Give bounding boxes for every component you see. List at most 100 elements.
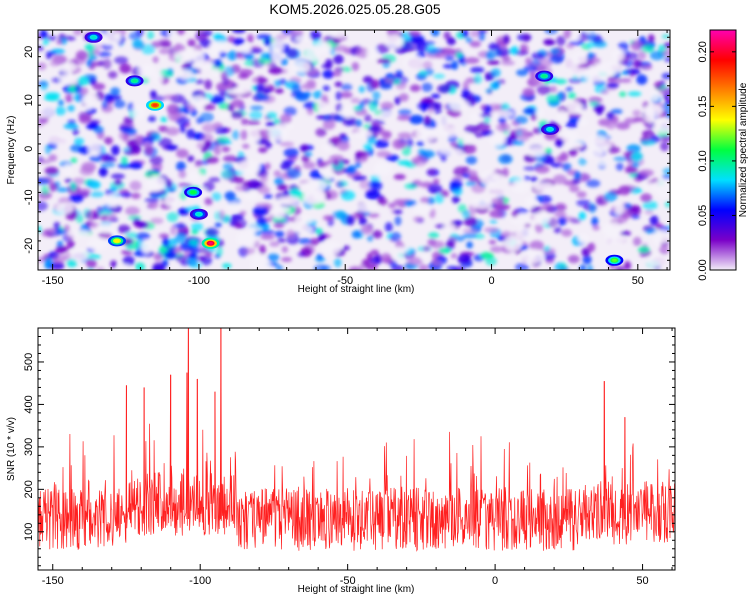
heatmap-blob [543,38,555,46]
heatmap-blob [497,47,511,57]
colorbar-tick-label: 0.15 [697,96,709,117]
heatmap-gap [379,110,395,120]
heatmap-blob [142,141,152,148]
heatmap-blob [610,108,623,115]
heatmap-blob [530,113,538,121]
heatmap-blob [329,155,344,160]
heatmap-blob [348,266,362,270]
heatmap-blob [204,79,213,90]
heatmap-blob [322,119,336,130]
heatmap-blob [273,220,285,229]
heatmap-gap [241,44,252,54]
heatmap-blob [486,60,498,65]
heatmap-blob [118,188,128,194]
heatmap-blob [615,122,631,130]
heatmap-blob [123,68,130,73]
heatmap-blob [316,253,324,261]
heatmap-blob [404,183,418,190]
heatmap-blob [398,93,409,102]
heatmap-gap [60,73,78,85]
heatmap-blob [569,185,580,193]
heatmap-blob [335,103,343,112]
heatmap-blob [446,266,458,270]
heatmap-blob [421,82,433,93]
heatmap-blob [53,254,67,263]
heatmap-blob [606,82,619,89]
heatmap-blob [393,209,403,215]
heatmap-blob [432,178,440,186]
heatmap-blob [490,68,501,78]
heatmap-gap [96,223,116,233]
heatmap-blob [588,203,597,214]
heatmap-blob [484,75,494,82]
heatmap-gap [243,191,259,201]
heatmap-blob [290,187,301,198]
heatmap-blob [422,60,433,70]
heatmap-blob [117,224,131,234]
heatmap-blob [626,144,641,153]
heatmap-blob [136,135,144,145]
heatmap-gap [316,101,329,112]
heatmap-blob [235,184,248,192]
heatmap-blob [283,106,297,117]
heatmap-blob [218,210,226,220]
heatmap-blob [605,119,617,130]
heatmap-blob [543,245,551,252]
heatmap-blob [275,265,283,270]
heatmap-blob [661,34,670,39]
colorbar-tick-label: 0.00 [697,259,709,280]
heatmap-blob [351,62,360,71]
heatmap-y-axis-label: Frequency (Hz) [6,116,17,185]
heatmap-blob [549,55,564,64]
heatmap-blob [367,125,382,133]
heatmap-blob [489,209,504,219]
heatmap-blob [253,205,267,217]
heatmap-blob [464,57,480,64]
heatmap-gap [179,69,192,80]
heatmap-blob [255,91,265,99]
heatmap-blob [213,145,221,156]
heatmap-blob [38,62,47,71]
heatmap-blob [129,180,142,191]
heatmap-blob [241,247,256,255]
heatmap-blob [315,127,327,137]
heatmap-blob [303,101,317,110]
x-tick-label: -150 [42,275,64,287]
heatmap-blob [664,201,670,208]
heatmap-blob [372,230,383,239]
heatmap-blob [188,253,197,259]
heatmap-blob [132,39,144,50]
heatmap-blob [514,128,528,134]
heatmap-blob [38,191,52,199]
heatmap-gap [295,225,314,235]
snr-background [38,328,675,570]
heatmap-blob [604,191,618,202]
heatmap-blob [522,33,531,43]
heatmap-blob [380,253,392,264]
y-tick-label: 300 [23,438,35,456]
heatmap-blob [247,119,261,126]
heatmap-blob [427,238,437,246]
heatmap-blob [568,78,583,84]
heatmap-blob [152,56,159,64]
heatmap-blob [85,209,99,221]
heatmap-blob [397,160,413,166]
heatmap-blob [187,155,195,162]
heatmap-blob [279,114,292,125]
heatmap-blob [279,141,295,147]
heatmap-blob [190,247,202,254]
heatmap-blob [92,83,106,91]
heatmap-blob [480,104,487,111]
heatmap-blob [166,246,177,252]
heatmap-blob [339,91,353,99]
heatmap-blob [113,179,123,186]
heatmap-blob [286,48,299,59]
heatmap-blob [376,150,392,158]
heatmap-blob [627,91,642,97]
heatmap-gap [515,226,534,239]
heatmap-blob [368,212,380,218]
colorbar-bar [709,29,737,271]
heatmap-blob [110,173,125,180]
heatmap-hotspot-ring [114,239,120,243]
heatmap-blob [563,30,572,39]
